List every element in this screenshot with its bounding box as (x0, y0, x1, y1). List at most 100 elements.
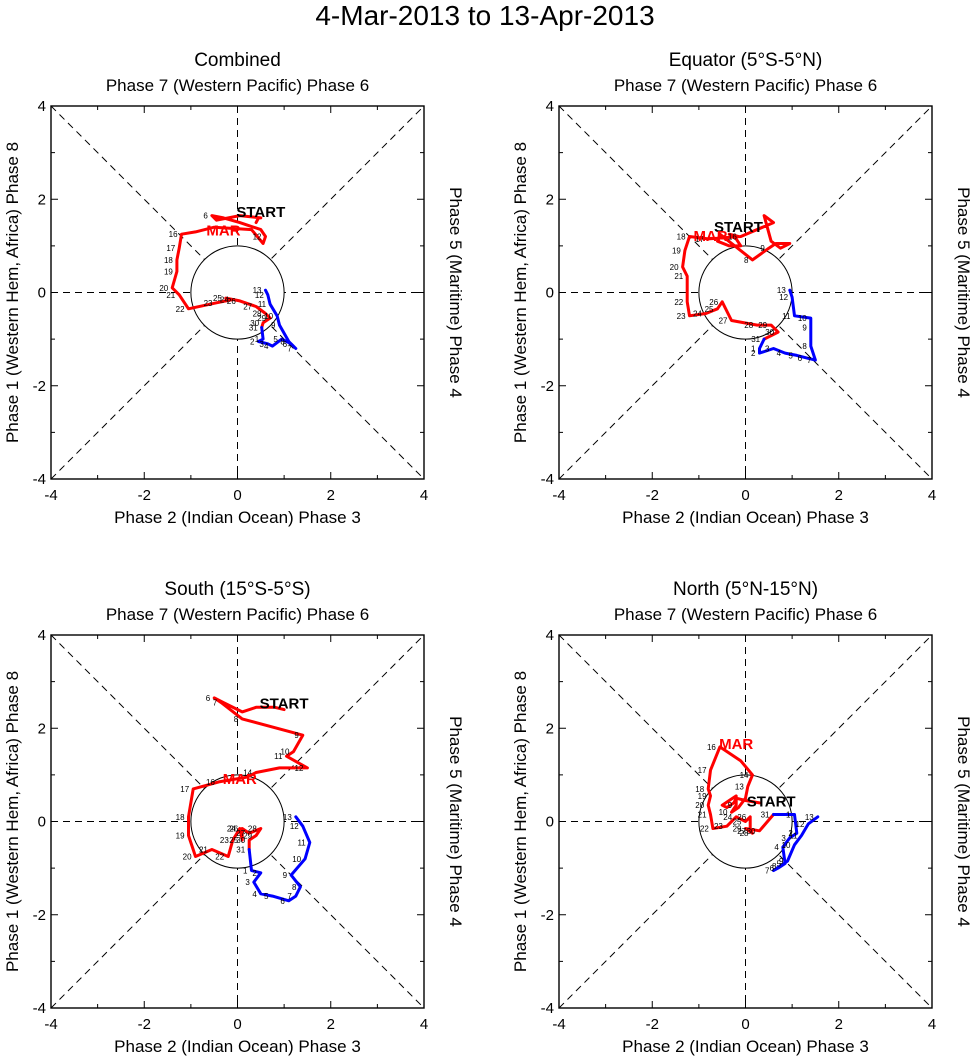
april-day-label: 2 (250, 337, 255, 346)
march-day-label: 12 (253, 233, 262, 242)
march-trajectory-line (187, 696, 309, 858)
right-phase-label: Phase 5 (Maritime) Phase 4 (446, 716, 465, 927)
y-tick-label: 4 (546, 627, 554, 644)
x-tick-label: 0 (741, 1016, 749, 1033)
april-day-label: 10 (292, 855, 301, 864)
right-phase-label: Phase 5 (Maritime) Phase 4 (954, 716, 971, 927)
march-day-label: 24 (220, 295, 229, 304)
y-tick-label: -4 (541, 1000, 554, 1017)
y-tick-label: -4 (33, 1000, 46, 1017)
x-tick-label: 4 (928, 487, 936, 504)
march-day-label: 23 (204, 299, 213, 308)
march-day-label: 20 (159, 284, 168, 293)
y-tick-label: -4 (33, 471, 46, 488)
y-tick-label: 4 (38, 98, 46, 115)
march-day-label: 25 (229, 836, 238, 845)
april-day-label: 4 (264, 342, 269, 351)
diagonal-guide (50, 105, 425, 480)
april-trajectory-line (257, 288, 298, 350)
april-day-label: 6 (283, 340, 288, 349)
right-phase-label: Phase 5 (Maritime) Phase 4 (954, 187, 971, 398)
x-tick-label: -4 (44, 1016, 57, 1033)
x-tick-label: 0 (741, 487, 749, 504)
march-day-label: 30 (250, 319, 259, 328)
april-day-label: 5 (788, 351, 793, 360)
y-tick-label: 2 (38, 191, 46, 208)
april-day-label: 9 (283, 871, 288, 880)
april-day-label: 13 (283, 813, 292, 822)
march-day-label: 16 (206, 778, 215, 787)
march-day-label: 21 (674, 272, 683, 281)
march-day-label: 27 (737, 827, 746, 836)
april-day-label: 9 (802, 323, 807, 332)
chart-panel-2: Equator (5°S-5°N) Phase 7 (Western Pacifi… (511, 50, 971, 527)
bottom-phase-label: Phase 2 (Indian Ocean) Phase 3 (622, 1037, 869, 1056)
april-day-label: 1 (255, 335, 260, 344)
march-day-label: 26 (737, 813, 746, 822)
y-tick-label: 2 (38, 720, 46, 737)
march-day-label: 7 (213, 699, 218, 708)
march-trajectory-line (170, 214, 272, 329)
march-day-label: 14 (740, 771, 749, 780)
march-day-label: 25 (705, 305, 714, 314)
month-label-mar: MAR (719, 736, 753, 753)
march-day-label: 9 (294, 731, 299, 740)
march-day-label: 9 (760, 244, 765, 253)
x-tick-label: 2 (835, 1016, 843, 1033)
march-day-label: 6 (206, 694, 211, 703)
march-day-label: 6 (203, 212, 208, 221)
april-day-label: 12 (779, 293, 788, 302)
march-day-label: 28 (253, 309, 262, 318)
x-tick-label: -2 (138, 487, 151, 504)
chart-panel-1: Combined Phase 7 (Western Pacific) Phase … (3, 50, 465, 527)
panel-title: South (15°S-5°S) (164, 579, 310, 600)
march-day-label: 26 (227, 297, 236, 306)
panel-title: Equator (5°S-5°N) (669, 50, 823, 71)
diagonal-guide (50, 634, 425, 1009)
march-day-label: 18 (164, 256, 173, 265)
y-tick-label: 0 (38, 814, 46, 831)
march-day-label: 21 (698, 811, 707, 820)
x-tick-label: -2 (646, 487, 659, 504)
y-tick-label: 4 (38, 627, 46, 644)
march-day-label: 28 (744, 321, 753, 330)
april-day-label: 7 (287, 344, 292, 353)
x-tick-label: 0 (233, 487, 241, 504)
april-day-label: 3 (781, 834, 786, 843)
march-trajectory-line (681, 214, 792, 341)
april-day-label: 4 (777, 349, 782, 358)
march-day-label: 23 (714, 822, 723, 831)
march-day-label: 29 (733, 824, 742, 833)
march-day-label: 29 (243, 831, 252, 840)
bottom-phase-label: Phase 2 (Indian Ocean) Phase 3 (114, 1037, 361, 1056)
x-tick-label: 2 (327, 1016, 335, 1033)
month-label-mar: MAR (206, 223, 240, 240)
march-day-label: 12 (295, 764, 304, 773)
march-day-label: 22 (700, 824, 709, 833)
april-day-label: 13 (253, 286, 262, 295)
april-trajectory-line (758, 288, 817, 362)
panel-title: North (5°N-15°N) (673, 579, 818, 600)
unit-circle (190, 245, 285, 340)
x-tick-label: 4 (420, 1016, 428, 1033)
april-day-label: 11 (789, 831, 798, 840)
x-tick-label: 2 (327, 487, 335, 504)
x-tick-label: -2 (646, 1016, 659, 1033)
march-day-label: 17 (698, 766, 707, 775)
march-day-label: 28 (740, 829, 749, 838)
march-day-label: 27 (236, 829, 245, 838)
march-day-label: 30 (765, 328, 774, 337)
march-day-label: 21 (166, 291, 175, 300)
diagonal-guide (50, 105, 425, 480)
march-day-label: 20 (695, 801, 704, 810)
april-day-label: 5 (264, 892, 269, 901)
march-day-label: 17 (180, 785, 189, 794)
april-day-label: 11 (258, 300, 267, 309)
april-trajectory-line (772, 813, 820, 872)
y-tick-label: -2 (541, 907, 554, 924)
diagonal-guide (558, 105, 933, 480)
march-day-label: 31 (761, 811, 770, 820)
march-day-label: 29 (257, 314, 266, 323)
start-label: START (714, 219, 763, 236)
april-day-label: 8 (802, 342, 807, 351)
